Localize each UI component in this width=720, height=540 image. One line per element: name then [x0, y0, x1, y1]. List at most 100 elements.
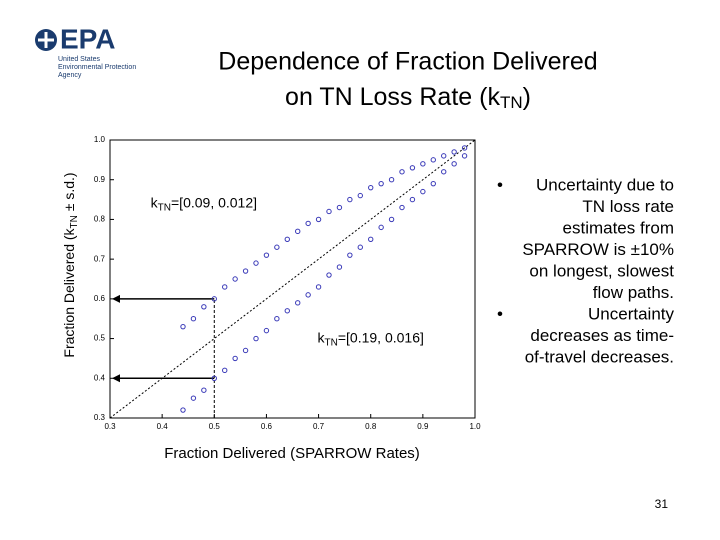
- point: [441, 169, 447, 175]
- point: [461, 145, 468, 151]
- point: [388, 216, 395, 223]
- logo-symbol-detail: [38, 32, 54, 48]
- y-tick-label: 0.6: [94, 294, 106, 303]
- x-tick-label: 0.9: [417, 422, 429, 431]
- bullet-line: TN loss rate: [582, 197, 674, 216]
- point: [388, 177, 395, 183]
- x-axis-label: Fraction Delivered (SPARROW Rates): [164, 445, 420, 462]
- bullet-line: of-travel decreases.: [525, 347, 674, 366]
- x-tick-label: 0.7: [313, 422, 325, 431]
- point: [441, 153, 447, 159]
- point: [180, 407, 186, 413]
- y-label-part: ± s.d.): [61, 172, 77, 215]
- y-tick-label: 0.3: [94, 413, 106, 422]
- point: [190, 395, 197, 401]
- point: [305, 292, 311, 298]
- point: [242, 347, 249, 354]
- point: [263, 252, 270, 258]
- point: [201, 304, 207, 310]
- point: [336, 264, 343, 270]
- point: [232, 355, 238, 362]
- logo-line: Agency: [58, 72, 82, 79]
- point: [274, 244, 280, 250]
- bullet-glyph: •: [497, 175, 503, 194]
- point: [263, 327, 270, 334]
- y-tick-label: 0.7: [94, 254, 106, 263]
- point: [368, 236, 374, 242]
- x-tick-label: 0.6: [261, 422, 273, 431]
- point: [232, 276, 238, 282]
- x-tick-label: 0.5: [209, 422, 221, 431]
- bullet-line: flow paths.: [593, 283, 674, 302]
- identity-line: [109, 139, 476, 419]
- annotation: kTN=[0.19, 0.016]: [318, 329, 424, 348]
- annotation-subscript: TN: [158, 202, 171, 213]
- plot: 0.3 0.4 0.5 0.6 0.7 0.8 0.9 1.0 0.3 0.4 0.5 0.6 0.7 0…: [94, 135, 481, 431]
- annotation: kTN=[0.09, 0.012]: [151, 194, 257, 213]
- bullet-list: • Uncertainty due to TN loss rate estimates…: [497, 175, 674, 366]
- annotation-part: k: [318, 329, 326, 345]
- point: [451, 161, 457, 167]
- point: [336, 204, 343, 211]
- point: [305, 220, 311, 227]
- y-tick-label: 0.9: [94, 175, 106, 184]
- x-tick-label: 0.8: [365, 422, 377, 431]
- point: [315, 284, 322, 290]
- point: [378, 224, 384, 231]
- point: [295, 228, 301, 235]
- point: [180, 323, 186, 330]
- point: [378, 180, 384, 187]
- point: [295, 300, 301, 306]
- plot-frame: [109, 139, 476, 419]
- point: [347, 252, 353, 258]
- point: [420, 188, 426, 195]
- annotation-part: =[0.09, 0.012]: [171, 194, 257, 210]
- point: [451, 149, 457, 155]
- point: [357, 192, 363, 199]
- y-tick-label: 0.8: [94, 215, 106, 224]
- annotation-part: =[0.19, 0.016]: [338, 329, 424, 345]
- bullet-line: on longest, slowest: [529, 261, 674, 280]
- point: [211, 296, 217, 302]
- point: [347, 196, 353, 203]
- title-part: on TN Loss Rate (k: [285, 83, 500, 111]
- point: [399, 169, 405, 175]
- logo-line: United States: [58, 56, 101, 63]
- point: [284, 236, 290, 242]
- annotation-part: k: [151, 194, 159, 210]
- point: [357, 244, 363, 250]
- arrow-head: [112, 294, 120, 303]
- bullet-glyph: •: [497, 304, 503, 323]
- x-tick-label: 1.0: [469, 422, 481, 431]
- point: [420, 161, 426, 167]
- point: [430, 157, 436, 163]
- point: [399, 204, 405, 211]
- bullet-line: Uncertainty: [588, 304, 674, 323]
- point: [284, 308, 290, 314]
- title-line: Dependence of Fraction Delivered: [218, 48, 597, 76]
- point: [242, 268, 249, 274]
- arrow-head: [112, 374, 120, 383]
- y-tick-label: 1.0: [94, 135, 106, 144]
- point: [222, 367, 228, 374]
- x-tick-label: 0.3: [104, 422, 116, 431]
- point: [222, 284, 228, 290]
- x-tick-label: 0.4: [157, 422, 169, 431]
- point: [274, 316, 280, 322]
- point: [190, 316, 197, 322]
- bullet-line: Uncertainty due to: [536, 175, 674, 194]
- bullet-line: estimates from: [563, 218, 674, 237]
- logo-mark: EPA: [60, 23, 116, 54]
- point: [253, 260, 259, 266]
- point: [326, 208, 332, 215]
- bullet-line: SPARROW is ±10%: [522, 240, 674, 259]
- point: [315, 216, 322, 223]
- point: [211, 375, 217, 381]
- point: [409, 165, 416, 171]
- point: [253, 335, 259, 342]
- point: [461, 153, 468, 159]
- epa-logo: EPA United States Environmental Protecti…: [35, 23, 136, 79]
- title-line: on TN Loss Rate (kTN): [285, 83, 531, 113]
- title-part: ): [523, 83, 531, 111]
